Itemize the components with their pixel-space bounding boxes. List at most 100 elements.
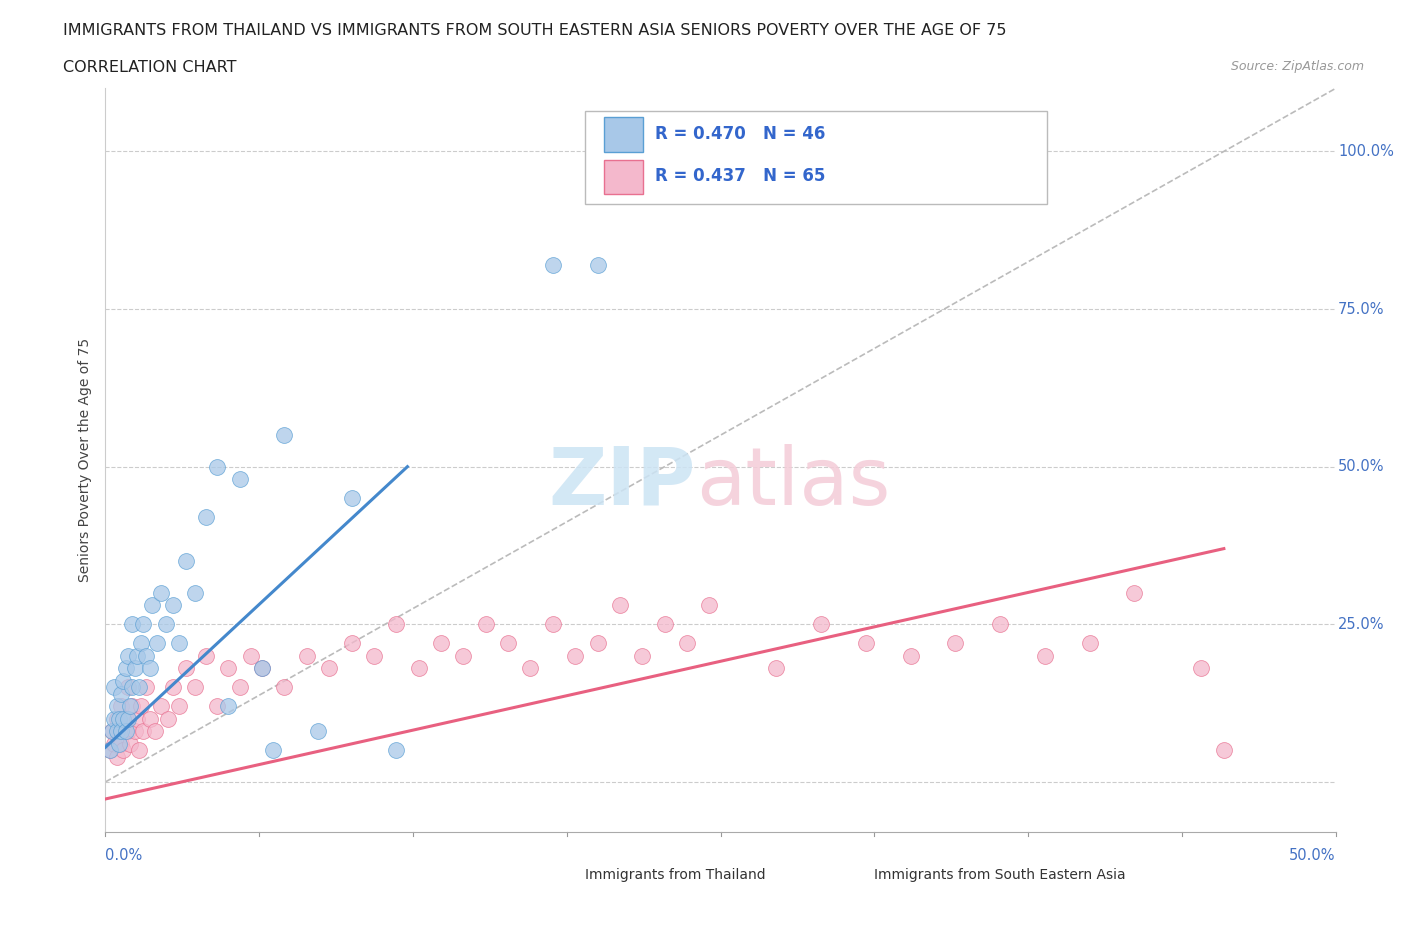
Text: R = 0.437   N = 65: R = 0.437 N = 65 — [655, 167, 825, 185]
Point — [162, 680, 184, 695]
Point — [318, 661, 340, 676]
Point — [174, 553, 197, 568]
Point — [112, 711, 135, 726]
FancyBboxPatch shape — [603, 160, 643, 194]
Point — [157, 711, 180, 726]
FancyBboxPatch shape — [835, 862, 868, 887]
Point — [184, 585, 207, 600]
Point — [169, 698, 191, 713]
Point — [496, 636, 519, 651]
Point — [129, 698, 152, 713]
Point — [117, 680, 139, 695]
Point — [945, 636, 967, 651]
Point — [105, 750, 128, 764]
Point — [146, 636, 169, 651]
Point — [699, 598, 721, 613]
Point — [1191, 661, 1213, 676]
FancyBboxPatch shape — [603, 117, 643, 152]
Point — [139, 711, 162, 726]
Point — [112, 673, 135, 688]
Point — [112, 743, 135, 758]
Point — [129, 636, 152, 651]
Point — [105, 711, 128, 726]
Point — [110, 698, 132, 713]
Point — [135, 648, 157, 663]
Point — [110, 724, 132, 739]
Point — [273, 680, 295, 695]
Point — [430, 636, 453, 651]
Point — [1123, 585, 1146, 600]
Point — [103, 680, 125, 695]
Point — [217, 698, 239, 713]
Text: atlas: atlas — [696, 444, 890, 522]
Point — [105, 698, 128, 713]
Point — [541, 258, 564, 272]
Point — [98, 743, 121, 758]
Point — [519, 661, 541, 676]
Point — [101, 724, 124, 739]
Point — [121, 617, 143, 631]
Point — [143, 724, 166, 739]
Point — [184, 680, 207, 695]
Point — [453, 648, 475, 663]
Point — [239, 648, 262, 663]
Point — [564, 648, 586, 663]
Point — [250, 661, 273, 676]
Point — [108, 711, 131, 726]
Point — [810, 617, 832, 631]
Point — [408, 661, 430, 676]
Point — [150, 585, 173, 600]
Point — [114, 711, 136, 726]
Point — [120, 737, 141, 751]
Point — [541, 617, 564, 631]
Point — [103, 711, 125, 726]
Point — [295, 648, 318, 663]
Point — [340, 636, 363, 651]
Point — [98, 743, 121, 758]
Point — [273, 428, 295, 443]
Point — [676, 636, 699, 651]
Point — [340, 491, 363, 506]
Point — [262, 743, 284, 758]
Point — [228, 472, 250, 486]
Point — [307, 724, 329, 739]
Point — [1212, 743, 1234, 758]
Text: 25.0%: 25.0% — [1339, 617, 1385, 631]
Text: ZIP: ZIP — [548, 444, 696, 522]
Text: 100.0%: 100.0% — [1339, 144, 1393, 159]
Point — [988, 617, 1011, 631]
Point — [155, 617, 177, 631]
Point — [108, 737, 131, 751]
Point — [654, 617, 676, 631]
Point — [132, 724, 155, 739]
Point — [363, 648, 385, 663]
Text: IMMIGRANTS FROM THAILAND VS IMMIGRANTS FROM SOUTH EASTERN ASIA SENIORS POVERTY O: IMMIGRANTS FROM THAILAND VS IMMIGRANTS F… — [63, 23, 1007, 38]
Point — [474, 617, 496, 631]
Point — [207, 698, 229, 713]
Point — [855, 636, 877, 651]
Point — [150, 698, 173, 713]
Point — [101, 724, 124, 739]
Point — [207, 459, 229, 474]
Point — [121, 680, 143, 695]
Point — [114, 724, 136, 739]
Y-axis label: Seniors Poverty Over the Age of 75: Seniors Poverty Over the Age of 75 — [79, 339, 93, 582]
Point — [250, 661, 273, 676]
Point — [128, 680, 150, 695]
Point — [128, 743, 150, 758]
Point — [141, 598, 163, 613]
Point — [765, 661, 787, 676]
Point — [132, 617, 155, 631]
Point — [900, 648, 922, 663]
Point — [631, 648, 654, 663]
Point — [174, 661, 197, 676]
Point — [1033, 648, 1056, 663]
Point — [586, 636, 609, 651]
Text: 0.0%: 0.0% — [105, 848, 142, 863]
Point — [108, 724, 131, 739]
Point — [105, 724, 128, 739]
Text: Immigrants from Thailand: Immigrants from Thailand — [585, 868, 766, 882]
Point — [125, 648, 148, 663]
Text: Source: ZipAtlas.com: Source: ZipAtlas.com — [1230, 60, 1364, 73]
FancyBboxPatch shape — [585, 111, 1046, 204]
